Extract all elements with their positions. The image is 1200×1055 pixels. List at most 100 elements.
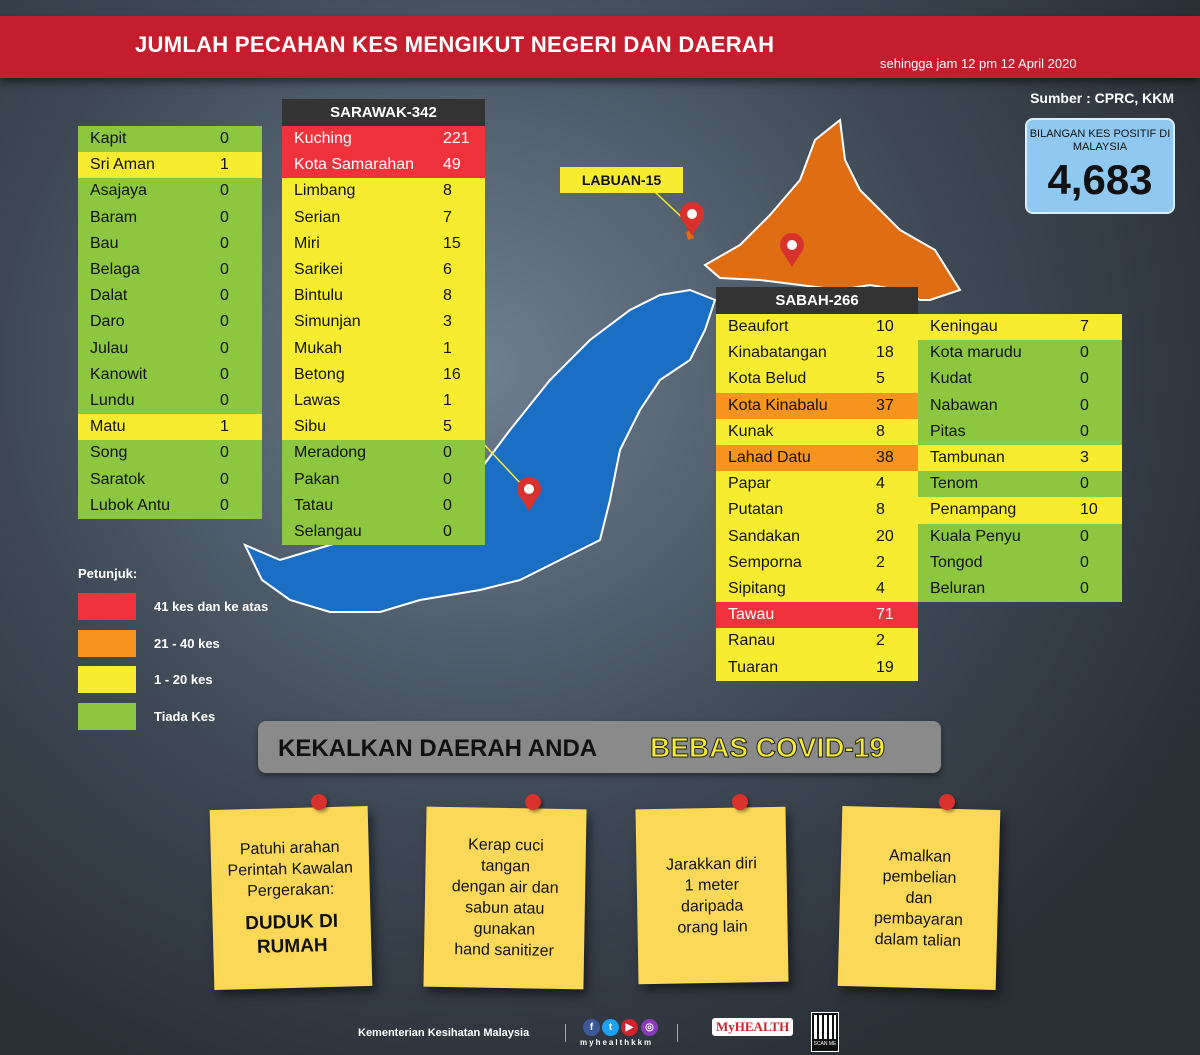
district-row: Kanowit 0 bbox=[78, 361, 262, 388]
advice-note: Patuhi arahan Perintah Kawalan Pergerakan:… bbox=[209, 805, 373, 991]
sarawak-map bbox=[242, 288, 717, 613]
note-line: tangan bbox=[480, 857, 531, 876]
district-cases: 3 bbox=[1080, 449, 1089, 467]
district-cases: 0 bbox=[220, 313, 229, 331]
district-row: Tambunan 3 bbox=[918, 444, 1122, 472]
district-cases: 0 bbox=[220, 339, 229, 357]
date-subtitle: sehingga jam 12 pm 12 April 2020 bbox=[880, 56, 1077, 71]
district-cases: 4 bbox=[876, 475, 885, 493]
district-cases: 8 bbox=[876, 501, 885, 519]
district-cases: 0 bbox=[220, 470, 229, 488]
twitter-icon[interactable]: t bbox=[602, 1019, 619, 1036]
district-row: Serian 7 bbox=[282, 204, 485, 231]
district-row: Kunak 8 bbox=[716, 418, 918, 445]
district-row: Belaga 0 bbox=[78, 256, 262, 284]
district-name: Belaga bbox=[90, 261, 140, 279]
district-name: Sibu bbox=[294, 418, 327, 436]
district-cases: 0 bbox=[220, 365, 229, 383]
youtube-icon[interactable]: ▶ bbox=[621, 1019, 638, 1036]
district-cases: 4 bbox=[876, 579, 885, 597]
district-name: Pitas bbox=[930, 422, 966, 440]
district-row: Saratok 0 bbox=[78, 466, 262, 493]
advice-note: Jarakkan diri 1 meter daripada orang lain bbox=[635, 806, 789, 985]
district-cases: 0 bbox=[220, 208, 229, 226]
district-row: Kota Belud 5 bbox=[716, 366, 918, 393]
labuan-label: LABUAN-15 bbox=[560, 167, 683, 193]
district-cases: 20 bbox=[876, 527, 894, 545]
legend-swatch bbox=[78, 666, 136, 693]
district-name: Kota Kinabalu bbox=[728, 396, 828, 414]
note-line: Jarakkan diri bbox=[665, 854, 757, 874]
district-row: Kudat 0 bbox=[918, 366, 1122, 393]
district-name: Daro bbox=[90, 313, 125, 331]
total-cases-value: 4,683 bbox=[1047, 156, 1153, 203]
district-row: Pakan 0 bbox=[282, 466, 485, 493]
legend-label: 21 - 40 kes bbox=[154, 635, 220, 651]
sarawak-table-col1: Kapit 0 Sri Aman 1 Asajaya 0 Baram 0 Bau 0 Belaga 0… bbox=[78, 126, 262, 519]
district-row: Keningau 7 bbox=[918, 314, 1122, 341]
district-name: Tatau bbox=[294, 496, 334, 514]
district-row: Sibu 5 bbox=[282, 414, 485, 441]
district-cases: 38 bbox=[876, 449, 894, 467]
slogan-text: KEKALKAN DAERAH ANDA bbox=[278, 735, 598, 762]
district-name: Beluran bbox=[930, 579, 986, 597]
district-cases: 10 bbox=[876, 318, 894, 336]
note-line: pembelian bbox=[882, 867, 957, 887]
district-row: Matu 1 bbox=[78, 414, 262, 441]
district-name: Putatan bbox=[728, 501, 784, 519]
legend-swatch bbox=[78, 702, 136, 730]
district-cases: 221 bbox=[443, 130, 470, 148]
district-name: Song bbox=[90, 444, 128, 462]
pushpin-icon bbox=[525, 794, 541, 810]
district-name: Mukah bbox=[294, 339, 343, 357]
district-name: Kota Samarahan bbox=[294, 156, 415, 174]
district-name: Kunak bbox=[728, 422, 774, 440]
district-cases: 0 bbox=[1080, 527, 1089, 545]
note-line: pembayaran bbox=[873, 909, 964, 929]
district-name: Kota Belud bbox=[728, 370, 807, 388]
district-row: Julau 0 bbox=[78, 335, 262, 362]
district-name: Matu bbox=[90, 418, 126, 436]
district-name: Nabawan bbox=[930, 396, 998, 414]
district-cases: 18 bbox=[876, 344, 894, 362]
qr-code[interactable]: SCAN ME bbox=[811, 1012, 839, 1052]
note-line: Patuhi arahan bbox=[239, 838, 340, 858]
district-cases: 0 bbox=[1080, 344, 1089, 362]
district-cases: 49 bbox=[443, 156, 461, 174]
district-row: Putatan 8 bbox=[716, 497, 918, 524]
district-cases: 0 bbox=[1080, 579, 1089, 597]
district-cases: 0 bbox=[443, 522, 452, 540]
district-name: Kuching bbox=[294, 130, 352, 148]
district-row: Betong 16 bbox=[282, 361, 485, 388]
district-name: Penampang bbox=[930, 501, 1017, 519]
facebook-icon[interactable]: f bbox=[583, 1019, 600, 1036]
district-name: Tongod bbox=[930, 553, 983, 571]
note-line: Kerap cuci bbox=[467, 836, 544, 855]
note-line: dan bbox=[905, 889, 933, 907]
legend-label: 1 - 20 kes bbox=[154, 672, 213, 687]
district-row: Beluran 0 bbox=[918, 575, 1122, 603]
district-cases: 2 bbox=[876, 553, 885, 571]
district-name: Lundu bbox=[90, 391, 135, 409]
district-name: Saratok bbox=[90, 470, 146, 488]
note-line: dengan air dan bbox=[451, 878, 559, 897]
district-name: Serian bbox=[294, 208, 341, 226]
district-name: Kanowit bbox=[90, 365, 147, 383]
district-name: Kuala Penyu bbox=[930, 527, 1021, 545]
district-cases: 1 bbox=[220, 156, 229, 174]
district-name: Sandakan bbox=[728, 527, 801, 545]
district-row: Sri Aman 1 bbox=[78, 152, 262, 179]
district-name: Meradong bbox=[294, 444, 367, 462]
district-cases: 0 bbox=[220, 496, 229, 514]
district-name: Betong bbox=[294, 365, 345, 383]
legend-title: Petunjuk: bbox=[78, 566, 138, 581]
district-cases: 7 bbox=[443, 208, 452, 226]
district-row: Limbang 8 bbox=[282, 178, 485, 205]
district-row: Sandakan 20 bbox=[716, 523, 918, 550]
district-name: Kudat bbox=[930, 370, 972, 388]
instagram-icon[interactable]: ◎ bbox=[641, 1019, 658, 1036]
district-name: Lawas bbox=[294, 391, 341, 409]
district-name: Tawau bbox=[728, 606, 775, 624]
note-line: dalam talian bbox=[874, 930, 962, 950]
district-row: Ranau 2 bbox=[716, 628, 918, 655]
